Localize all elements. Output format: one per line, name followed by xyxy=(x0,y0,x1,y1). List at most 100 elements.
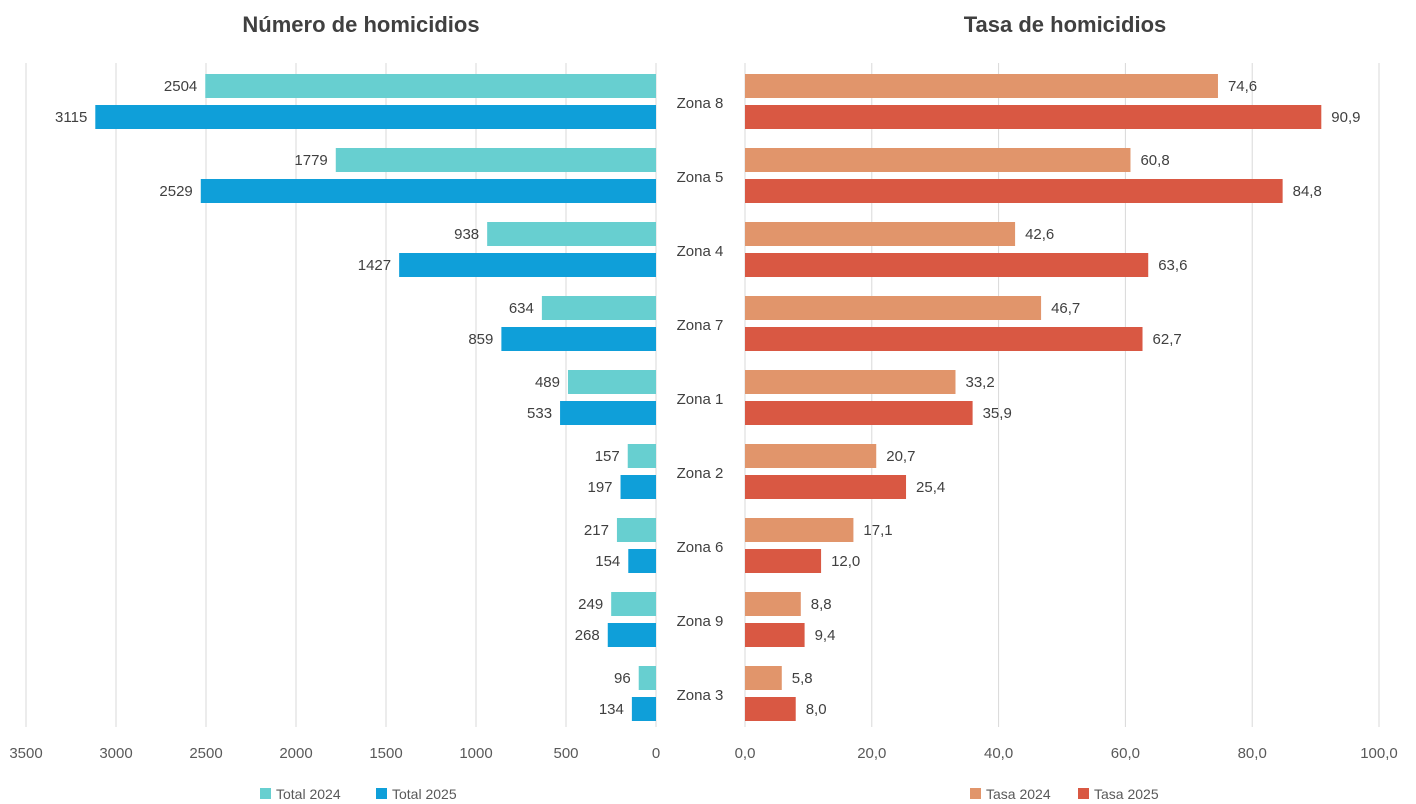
category-label: Zona 2 xyxy=(677,465,724,482)
bar-tasa-2025 xyxy=(745,549,822,573)
right-x-tick-labels: 0,0 20,0 40,0 60,0 80,0 100,0 xyxy=(735,745,1398,762)
category-label: Zona 8 xyxy=(677,95,724,112)
bar-total-2025 xyxy=(560,401,656,425)
bar-total-2025 xyxy=(620,475,656,499)
label-tasa-2024: 20,7 xyxy=(886,448,915,465)
right-tick-label: 0,0 xyxy=(735,745,756,762)
bar-tasa-2025 xyxy=(745,105,1322,129)
label-total-2024: 2504 xyxy=(164,78,197,95)
bar-total-2024 xyxy=(638,666,656,690)
bar-tasa-2025 xyxy=(745,623,805,647)
bar-tasa-2024 xyxy=(745,222,1016,246)
left-legend[interactable]: Total 2024 Total 2025 xyxy=(260,786,457,802)
label-tasa-2025: 12,0 xyxy=(831,553,860,570)
bar-total-2025 xyxy=(501,327,656,351)
right-tick-label: 60,0 xyxy=(1111,745,1140,762)
label-tasa-2025: 90,9 xyxy=(1331,109,1360,126)
label-total-2025: 154 xyxy=(595,553,620,570)
legend-swatch-0 xyxy=(260,788,271,799)
label-total-2024: 938 xyxy=(454,226,479,243)
label-total-2024: 249 xyxy=(578,596,603,613)
bar-total-2025 xyxy=(631,697,656,721)
right-tick-label: 20,0 xyxy=(857,745,886,762)
label-tasa-2025: 84,8 xyxy=(1293,183,1322,200)
left-tick-label: 3000 xyxy=(99,745,132,762)
left-x-tick-labels: 3500 3000 2500 2000 1500 1000 500 0 xyxy=(9,745,660,762)
label-total-2025: 533 xyxy=(527,405,552,422)
label-tasa-2024: 33,2 xyxy=(965,374,994,391)
right-legend[interactable]: Tasa 2024 Tasa 2025 xyxy=(970,786,1159,802)
label-tasa-2024: 74,6 xyxy=(1228,78,1257,95)
legend-label-0: Tasa 2024 xyxy=(986,786,1051,802)
label-tasa-2024: 8,8 xyxy=(811,596,832,613)
right-gridlines xyxy=(744,63,1380,727)
bar-tasa-2025 xyxy=(745,401,973,425)
bar-tasa-2024 xyxy=(745,518,854,542)
label-tasa-2025: 25,4 xyxy=(916,479,945,496)
label-total-2025: 2529 xyxy=(159,183,192,200)
left-tick-label: 500 xyxy=(553,745,578,762)
label-total-2024: 489 xyxy=(535,374,560,391)
label-tasa-2024: 60,8 xyxy=(1140,152,1169,169)
bar-tasa-2025 xyxy=(745,179,1283,203)
category-label: Zona 5 xyxy=(677,169,724,186)
category-label: Zona 7 xyxy=(677,317,724,334)
left-data-labels: 2504 1779 938 634 489 157 217 249 96 3115 2529 1427… xyxy=(55,78,631,718)
left-tick-label: 1000 xyxy=(459,745,492,762)
category-label: Zona 1 xyxy=(677,391,724,408)
legend-swatch-1 xyxy=(1078,788,1089,799)
label-total-2025: 268 xyxy=(575,627,600,644)
left-tick-label: 0 xyxy=(652,745,660,762)
bar-total-2024 xyxy=(611,592,656,616)
bar-tasa-2025 xyxy=(745,697,796,721)
label-tasa-2025: 9,4 xyxy=(815,627,836,644)
bar-total-2025 xyxy=(95,105,657,129)
label-total-2025: 1427 xyxy=(358,257,391,274)
right-chart-homicide-rate: 74,6 60,8 42,6 46,7 33,2 20,7 17,1 8,8 5,8 90,9 84… xyxy=(735,12,1398,802)
bar-total-2025 xyxy=(628,549,656,573)
bar-tasa-2025 xyxy=(745,253,1149,277)
left-tick-label: 3500 xyxy=(9,745,42,762)
label-tasa-2025: 35,9 xyxy=(983,405,1012,422)
category-label: Zona 9 xyxy=(677,613,724,630)
bar-total-2025 xyxy=(200,179,656,203)
category-label: Zona 3 xyxy=(677,687,724,704)
left-bars xyxy=(95,74,657,721)
right-data-labels: 74,6 60,8 42,6 46,7 33,2 20,7 17,1 8,8 5,8 90,9 84… xyxy=(792,78,1361,718)
right-tick-label: 40,0 xyxy=(984,745,1013,762)
right-tick-label: 100,0 xyxy=(1360,745,1398,762)
label-total-2024: 634 xyxy=(509,300,534,317)
label-total-2025: 859 xyxy=(468,331,493,348)
bar-tasa-2024 xyxy=(745,444,877,468)
label-tasa-2024: 5,8 xyxy=(792,670,813,687)
legend-swatch-0 xyxy=(970,788,981,799)
legend-label-1: Total 2025 xyxy=(392,786,457,802)
category-labels: Zona 8 Zona 5 Zona 4 Zona 7 Zona 1 Zona 2 Zona… xyxy=(677,95,724,704)
bar-total-2024 xyxy=(487,222,656,246)
left-gridlines xyxy=(25,63,657,727)
right-bars xyxy=(745,74,1322,721)
bar-tasa-2025 xyxy=(745,475,907,499)
bar-tasa-2025 xyxy=(745,327,1143,351)
left-chart-title: Número de homicidios xyxy=(242,12,479,37)
label-tasa-2024: 17,1 xyxy=(863,522,892,539)
bar-tasa-2024 xyxy=(745,666,782,690)
category-label: Zona 6 xyxy=(677,539,724,556)
label-total-2024: 96 xyxy=(614,670,631,687)
legend-label-0: Total 2024 xyxy=(276,786,341,802)
bar-total-2025 xyxy=(607,623,656,647)
label-total-2024: 157 xyxy=(595,448,620,465)
label-total-2025: 197 xyxy=(588,479,613,496)
bar-tasa-2024 xyxy=(745,370,956,394)
left-tick-label: 2500 xyxy=(189,745,222,762)
left-tick-label: 1500 xyxy=(369,745,402,762)
legend-label-1: Tasa 2025 xyxy=(1094,786,1159,802)
bar-total-2025 xyxy=(399,253,656,277)
bar-tasa-2024 xyxy=(745,592,801,616)
right-chart-title: Tasa de homicidios xyxy=(964,12,1167,37)
label-tasa-2025: 8,0 xyxy=(806,701,827,718)
label-total-2024: 217 xyxy=(584,522,609,539)
label-total-2025: 134 xyxy=(599,701,624,718)
label-tasa-2024: 46,7 xyxy=(1051,300,1080,317)
